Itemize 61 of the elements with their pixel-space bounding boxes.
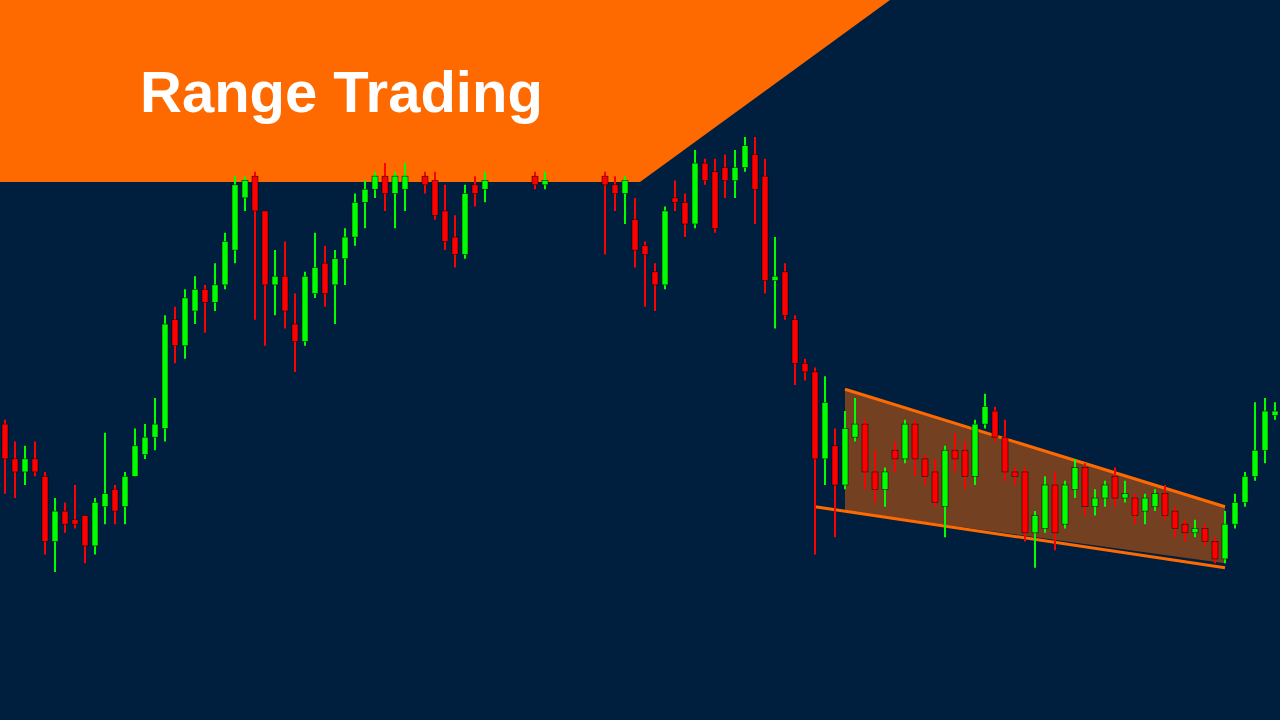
candlestick [1111, 466, 1119, 508]
candlestick [871, 449, 879, 504]
candlestick [851, 397, 859, 443]
candlestick [601, 170, 609, 256]
candlestick [481, 170, 489, 204]
candlestick [721, 153, 729, 199]
candlestick [981, 392, 989, 430]
candlestick [881, 466, 889, 508]
candlestick [1141, 492, 1149, 526]
candlestick [391, 170, 399, 230]
candlestick [1031, 510, 1039, 569]
candlestick [201, 283, 209, 334]
candlestick [1091, 488, 1099, 517]
candlestick [921, 453, 929, 486]
candlestick [1181, 518, 1189, 543]
candlestick [71, 484, 79, 530]
candlestick [241, 175, 249, 212]
candlestick [801, 357, 809, 382]
candlestick [951, 431, 959, 473]
candlestick [61, 501, 69, 534]
candlestick [451, 214, 459, 269]
candlestick [341, 227, 349, 286]
candlestick [11, 440, 19, 500]
candlestick [741, 137, 749, 173]
chart-title: Range Trading [140, 59, 543, 124]
candlestick [271, 249, 279, 317]
candlestick [421, 170, 429, 195]
candlestick [621, 175, 629, 225]
candlestick [731, 149, 739, 199]
candlestick [21, 444, 29, 486]
candlestick [371, 170, 379, 199]
candlestick [1211, 536, 1219, 565]
candlestick [1231, 492, 1239, 530]
candlestick [291, 292, 299, 373]
candlestick [381, 162, 389, 212]
candlestick [611, 175, 619, 212]
candlestick [1161, 484, 1169, 521]
candlestick [1121, 479, 1129, 504]
candlestick [111, 484, 119, 526]
candlestick [361, 179, 369, 230]
candlestick [891, 440, 899, 473]
candlestick [101, 431, 109, 526]
candlestick [681, 192, 689, 239]
candlestick [1201, 523, 1209, 547]
candlestick [1101, 479, 1109, 508]
candlestick [1151, 488, 1159, 513]
candlestick [1071, 457, 1079, 500]
candlestick [671, 179, 679, 212]
candlestick [641, 240, 649, 308]
candlestick [211, 262, 219, 312]
candlestick [771, 236, 779, 330]
candlestick [701, 157, 709, 186]
candlestick [401, 162, 409, 212]
candlestick [31, 440, 39, 478]
candlestick [1171, 505, 1179, 539]
candlestick [141, 423, 149, 460]
candlestick [471, 175, 479, 208]
candlestick [151, 397, 159, 452]
candlestick [1131, 492, 1139, 526]
candlestick [191, 275, 199, 326]
candlestick [651, 262, 659, 312]
